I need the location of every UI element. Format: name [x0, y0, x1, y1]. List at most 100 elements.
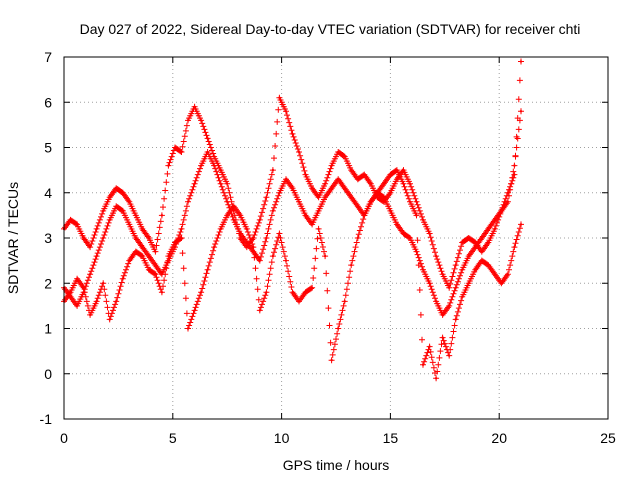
data-point	[108, 218, 111, 222]
data-point	[108, 318, 111, 321]
data-point	[239, 232, 242, 235]
data-point	[252, 245, 255, 249]
y-tick-label: 5	[44, 140, 52, 156]
data-point	[461, 295, 464, 299]
data-point	[480, 250, 483, 253]
data-point	[408, 200, 412, 203]
data-point	[180, 150, 183, 154]
data-point	[500, 209, 503, 213]
data-point	[108, 196, 111, 199]
data-point	[415, 214, 418, 217]
data-point	[487, 241, 490, 244]
data-point	[101, 209, 105, 213]
data-point	[134, 236, 138, 240]
data-point	[434, 254, 438, 258]
data-point	[454, 318, 457, 321]
data-point	[421, 363, 425, 366]
data-point	[389, 191, 392, 194]
data-point	[421, 268, 425, 271]
data-point	[330, 164, 333, 167]
data-point	[441, 313, 444, 317]
data-point	[212, 245, 216, 249]
data-point	[121, 191, 124, 194]
chart-title: Day 027 of 2022, Sidereal Day-to-day VTE…	[80, 21, 581, 37]
data-point	[219, 182, 222, 185]
y-tick-label: 4	[44, 185, 52, 201]
data-point	[513, 164, 516, 167]
data-point	[336, 150, 340, 154]
data-point	[75, 277, 79, 280]
data-point	[258, 218, 262, 222]
data-point	[252, 250, 255, 253]
data-point	[519, 110, 523, 113]
data-point	[232, 218, 235, 222]
data-point	[226, 182, 229, 185]
data-point	[428, 345, 431, 348]
data-point	[356, 236, 359, 240]
y-tick-label: -1	[40, 411, 53, 427]
data-point	[487, 227, 490, 231]
data-point	[226, 200, 229, 203]
data-point	[480, 259, 483, 262]
data-point	[167, 254, 170, 258]
data-marks	[61, 58, 524, 382]
data-point	[258, 309, 262, 312]
data-point	[160, 273, 164, 276]
data-point	[395, 168, 399, 172]
data-point	[382, 182, 386, 185]
data-point	[193, 182, 196, 185]
data-point	[474, 245, 477, 249]
data-point	[271, 209, 275, 213]
data-point	[134, 250, 138, 253]
data-point	[82, 236, 85, 240]
data-point	[447, 304, 451, 308]
data-point	[226, 214, 229, 217]
data-point	[88, 313, 92, 317]
data-point	[428, 282, 431, 285]
data-point	[389, 209, 392, 213]
data-point	[369, 182, 373, 185]
data-point	[212, 155, 216, 158]
data-point	[128, 223, 131, 226]
data-point	[519, 223, 523, 226]
data-point	[356, 205, 359, 208]
data-point	[147, 236, 151, 240]
data-point	[304, 214, 307, 217]
data-point	[500, 282, 503, 285]
y-axis-ticks: -1 0 1 2 3 4 5 6 7	[40, 49, 608, 427]
data-point	[88, 273, 92, 276]
data-point	[141, 245, 144, 249]
data-point	[291, 187, 294, 190]
data-point	[154, 250, 157, 253]
data-point	[278, 232, 281, 235]
data-point	[180, 236, 183, 240]
data-point	[115, 205, 118, 208]
y-tick-label: 3	[44, 230, 52, 246]
y-tick-label: 7	[44, 49, 52, 65]
data-point	[160, 291, 164, 294]
data-point	[363, 214, 366, 217]
data-point	[232, 205, 235, 208]
y-tick-label: 2	[44, 275, 52, 291]
data-point	[376, 191, 379, 194]
data-point	[402, 182, 405, 185]
data-point	[447, 354, 451, 357]
data-point	[173, 146, 177, 149]
x-tick-label: 25	[600, 430, 616, 446]
data-point	[506, 200, 510, 203]
data-point	[95, 300, 98, 303]
data-point	[428, 232, 431, 235]
data-point	[369, 200, 373, 203]
data-point	[88, 245, 92, 249]
data-point	[245, 227, 248, 231]
data-point	[101, 282, 105, 285]
data-point	[265, 236, 268, 240]
y-axis-label: SDTVAR / TECUs	[5, 182, 21, 294]
data-point	[447, 286, 451, 289]
data-point	[310, 187, 314, 190]
data-point	[350, 168, 353, 172]
data-point	[513, 245, 516, 249]
x-axis-ticks: 0 5 10 15 20 25	[60, 57, 616, 446]
data-point	[493, 218, 497, 222]
